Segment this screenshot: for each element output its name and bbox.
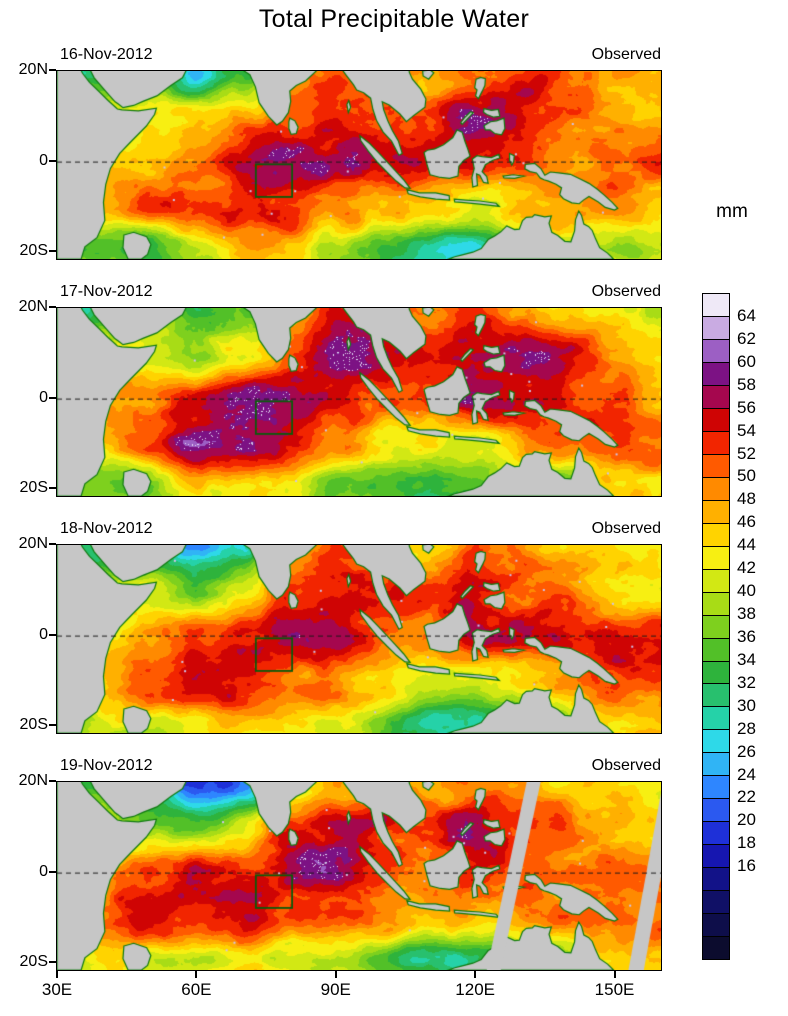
- colorbar-segment: [703, 408, 729, 432]
- figure-title: Total Precipitable Water: [258, 5, 530, 33]
- colorbar-segment: [703, 914, 729, 938]
- panel-date-label: 19-Nov-2012: [60, 757, 153, 774]
- panel-source-label: Observed: [591, 520, 661, 537]
- colorbar-segment: [703, 592, 729, 616]
- y-tick-label: 0: [39, 388, 48, 406]
- colorbar-segment: [703, 891, 729, 915]
- y-tick-mark: [49, 961, 56, 964]
- y-tick-label: 20N: [18, 61, 48, 78]
- y-tick-mark: [49, 487, 56, 490]
- colorbar-segment: [703, 799, 729, 823]
- map-canvas-19-Nov-2012: [56, 781, 662, 971]
- colorbar-segment: [703, 546, 729, 570]
- colorbar-segment: [703, 868, 729, 892]
- panel-16-Nov-2012: 16-Nov-2012 Observed 20N 0 20S: [0, 44, 788, 264]
- colorbar-segment: [703, 707, 729, 731]
- panel-source-label: Observed: [591, 757, 661, 774]
- panel-19-Nov-2012: 19-Nov-2012 Observed 20N 0 20S: [0, 755, 788, 975]
- y-tick-mark: [49, 780, 56, 782]
- map-canvas-16-Nov-2012: [56, 70, 662, 260]
- y-tick-label: 20N: [18, 535, 48, 552]
- y-tick-label: 20S: [19, 242, 48, 260]
- colorbar-bar: [702, 293, 730, 960]
- x-tick-label: 30E: [41, 980, 73, 999]
- colorbar-segment: [703, 454, 729, 478]
- colorbar-segment: [703, 638, 729, 662]
- y-tick-mark: [49, 543, 56, 545]
- y-tick-mark: [49, 633, 56, 636]
- x-tick-label: 120E: [455, 980, 495, 999]
- map-canvas-17-Nov-2012: [56, 307, 662, 497]
- colorbar-segment: [703, 294, 729, 317]
- y-tick-label: 0: [39, 862, 48, 880]
- colorbar-segment: [703, 661, 729, 685]
- x-tick-label: 90E: [320, 980, 351, 999]
- colorbar-segment: [703, 339, 729, 363]
- colorbar-segment: [703, 523, 729, 547]
- colorbar-segment: [703, 822, 729, 846]
- colorbar-units-label: mm: [716, 201, 748, 222]
- colorbar-segment: [703, 431, 729, 455]
- colorbar-segment: [703, 937, 729, 960]
- colorbar-segment: [703, 316, 729, 340]
- colorbar-segment: [703, 362, 729, 386]
- y-tick-mark: [49, 724, 56, 727]
- y-tick-label: 20S: [19, 953, 48, 971]
- colorbar-segment: [703, 684, 729, 708]
- colorbar-segment: [703, 615, 729, 639]
- colorbar-segment: [703, 845, 729, 869]
- y-tick-mark: [49, 250, 56, 253]
- y-tick-mark: [49, 159, 56, 162]
- panel-date-label: 17-Nov-2012: [60, 283, 153, 300]
- colorbar-segment: [703, 385, 729, 409]
- panel-date-label: 18-Nov-2012: [60, 520, 153, 537]
- y-tick-mark: [49, 396, 56, 399]
- colorbar-segment: [703, 477, 729, 501]
- y-tick-label: 20S: [19, 479, 48, 497]
- panel-date-label: 16-Nov-2012: [60, 46, 153, 63]
- colorbar-segment: [703, 730, 729, 754]
- x-tick-label: 60E: [181, 980, 212, 999]
- y-tick-mark: [49, 306, 56, 308]
- y-tick-mark: [49, 870, 56, 873]
- x-tick-label: 150E: [594, 980, 635, 999]
- y-tick-label: 20S: [19, 716, 48, 734]
- panel-17-Nov-2012: 17-Nov-2012 Observed 20N 0 20S: [0, 281, 788, 501]
- panel-source-label: Observed: [591, 46, 661, 63]
- colorbar-segment: [703, 500, 729, 524]
- map-canvas-18-Nov-2012: [56, 544, 662, 734]
- y-tick-label: 0: [39, 151, 48, 169]
- y-tick-mark: [49, 69, 56, 71]
- y-tick-label: 20N: [18, 298, 48, 315]
- colorbar-segment: [703, 569, 729, 593]
- y-tick-label: 0: [39, 625, 48, 643]
- colorbar-segment: [703, 753, 729, 777]
- y-tick-label: 20N: [18, 772, 48, 789]
- panel-18-Nov-2012: 18-Nov-2012 Observed 20N 0 20S: [0, 518, 788, 738]
- colorbar-segment: [703, 776, 729, 800]
- panel-source-label: Observed: [591, 283, 661, 300]
